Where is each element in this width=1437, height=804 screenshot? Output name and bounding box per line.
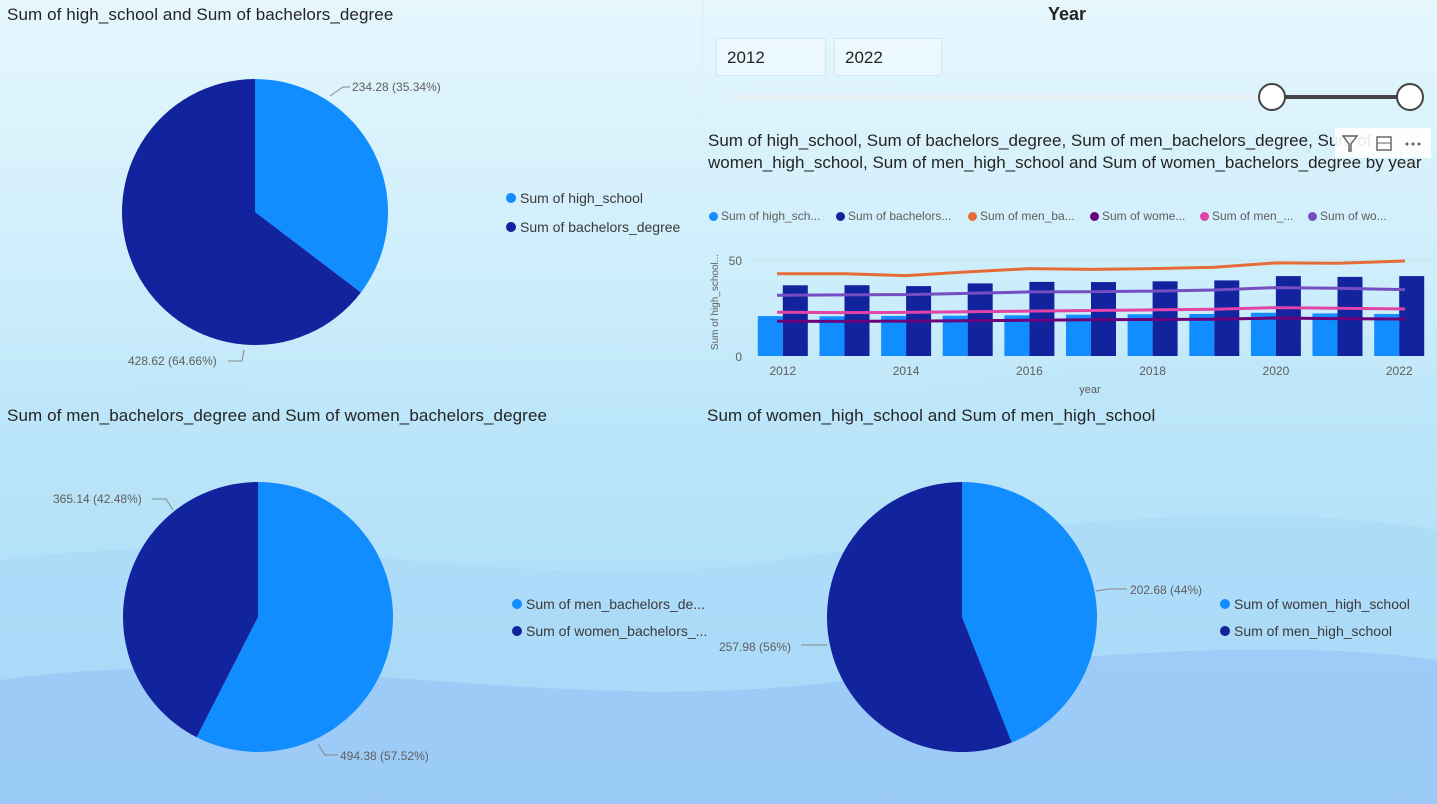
legend-dot-icon — [512, 626, 522, 636]
legend-item-women-bachelors[interactable]: Sum of women_bachelors_... — [512, 623, 707, 639]
pie-slice[interactable] — [827, 482, 1012, 752]
pie-slice[interactable] — [196, 482, 393, 752]
legend-item-men-high-school[interactable]: Sum of men_high_school — [1220, 623, 1392, 639]
legend-label: Sum of high_school — [520, 190, 643, 206]
leader-line — [1095, 588, 1127, 592]
legend-item-women-high-school[interactable]: Sum of women_high_school — [1220, 596, 1410, 612]
pie-chart-svg: 202.68 (44%) 257.98 (56%) — [719, 482, 1202, 752]
slice-data-label: 428.62 (64.66%) — [128, 354, 217, 368]
leader-line — [152, 498, 174, 511]
legend-label: Sum of men_bachelors_de... — [526, 596, 705, 612]
slice-data-label: 202.68 (44%) — [1130, 583, 1202, 597]
slice-data-label: 365.14 (42.48%) — [53, 492, 142, 506]
legend-item-high-school[interactable]: Sum of high_school — [506, 190, 643, 206]
legend-label: Sum of men_high_school — [1234, 623, 1392, 639]
pie-chart-svg: 234.28 (35.34%) 428.62 (64.66%) — [122, 79, 441, 368]
visual-title: Sum of high_school and Sum of bachelors_… — [7, 5, 394, 24]
legend-label: Sum of women_high_school — [1234, 596, 1410, 612]
slice-data-label: 234.28 (35.34%) — [352, 80, 441, 94]
pie-slice[interactable] — [122, 482, 258, 738]
legend-label: Sum of women_bachelors_... — [526, 623, 708, 639]
pie-slice[interactable] — [122, 79, 361, 345]
pie-visual-bachelors-gender[interactable]: Sum of men_bachelors_degree and Sum of w… — [0, 400, 707, 804]
leader-line — [317, 743, 338, 756]
legend-dot-icon — [512, 599, 522, 609]
legend-dot-icon — [506, 222, 516, 232]
legend-item-bachelors[interactable]: Sum of bachelors_degree — [506, 219, 680, 235]
pie-slice[interactable] — [962, 482, 1097, 743]
legend-dot-icon — [1220, 599, 1230, 609]
pie-visual-high-school-gender[interactable]: Sum of women_high_school and Sum of men_… — [703, 400, 1437, 804]
end-year-input[interactable]: 2022 — [834, 38, 942, 76]
visual-title: Sum of men_bachelors_degree and Sum of w… — [7, 406, 548, 425]
legend-item-men-bachelors[interactable]: Sum of men_bachelors_de... — [512, 596, 705, 612]
start-year-input[interactable]: 2012 — [716, 38, 826, 76]
pie-visual-education[interactable]: Sum of high_school and Sum of bachelors_… — [0, 0, 703, 400]
leader-line — [329, 86, 350, 97]
pie-slice[interactable] — [255, 79, 389, 293]
slice-data-label: 257.98 (56%) — [719, 640, 791, 654]
pie-chart-svg: 365.14 (42.48%) 494.38 (57.52%) — [53, 482, 429, 763]
legend-label: Sum of bachelors_degree — [520, 219, 681, 235]
visual-title: Sum of women_high_school and Sum of men_… — [707, 406, 1156, 425]
leader-line — [228, 349, 245, 362]
slice-data-label: 494.38 (57.52%) — [340, 749, 429, 763]
legend-dot-icon — [1220, 626, 1230, 636]
legend-dot-icon — [506, 193, 516, 203]
